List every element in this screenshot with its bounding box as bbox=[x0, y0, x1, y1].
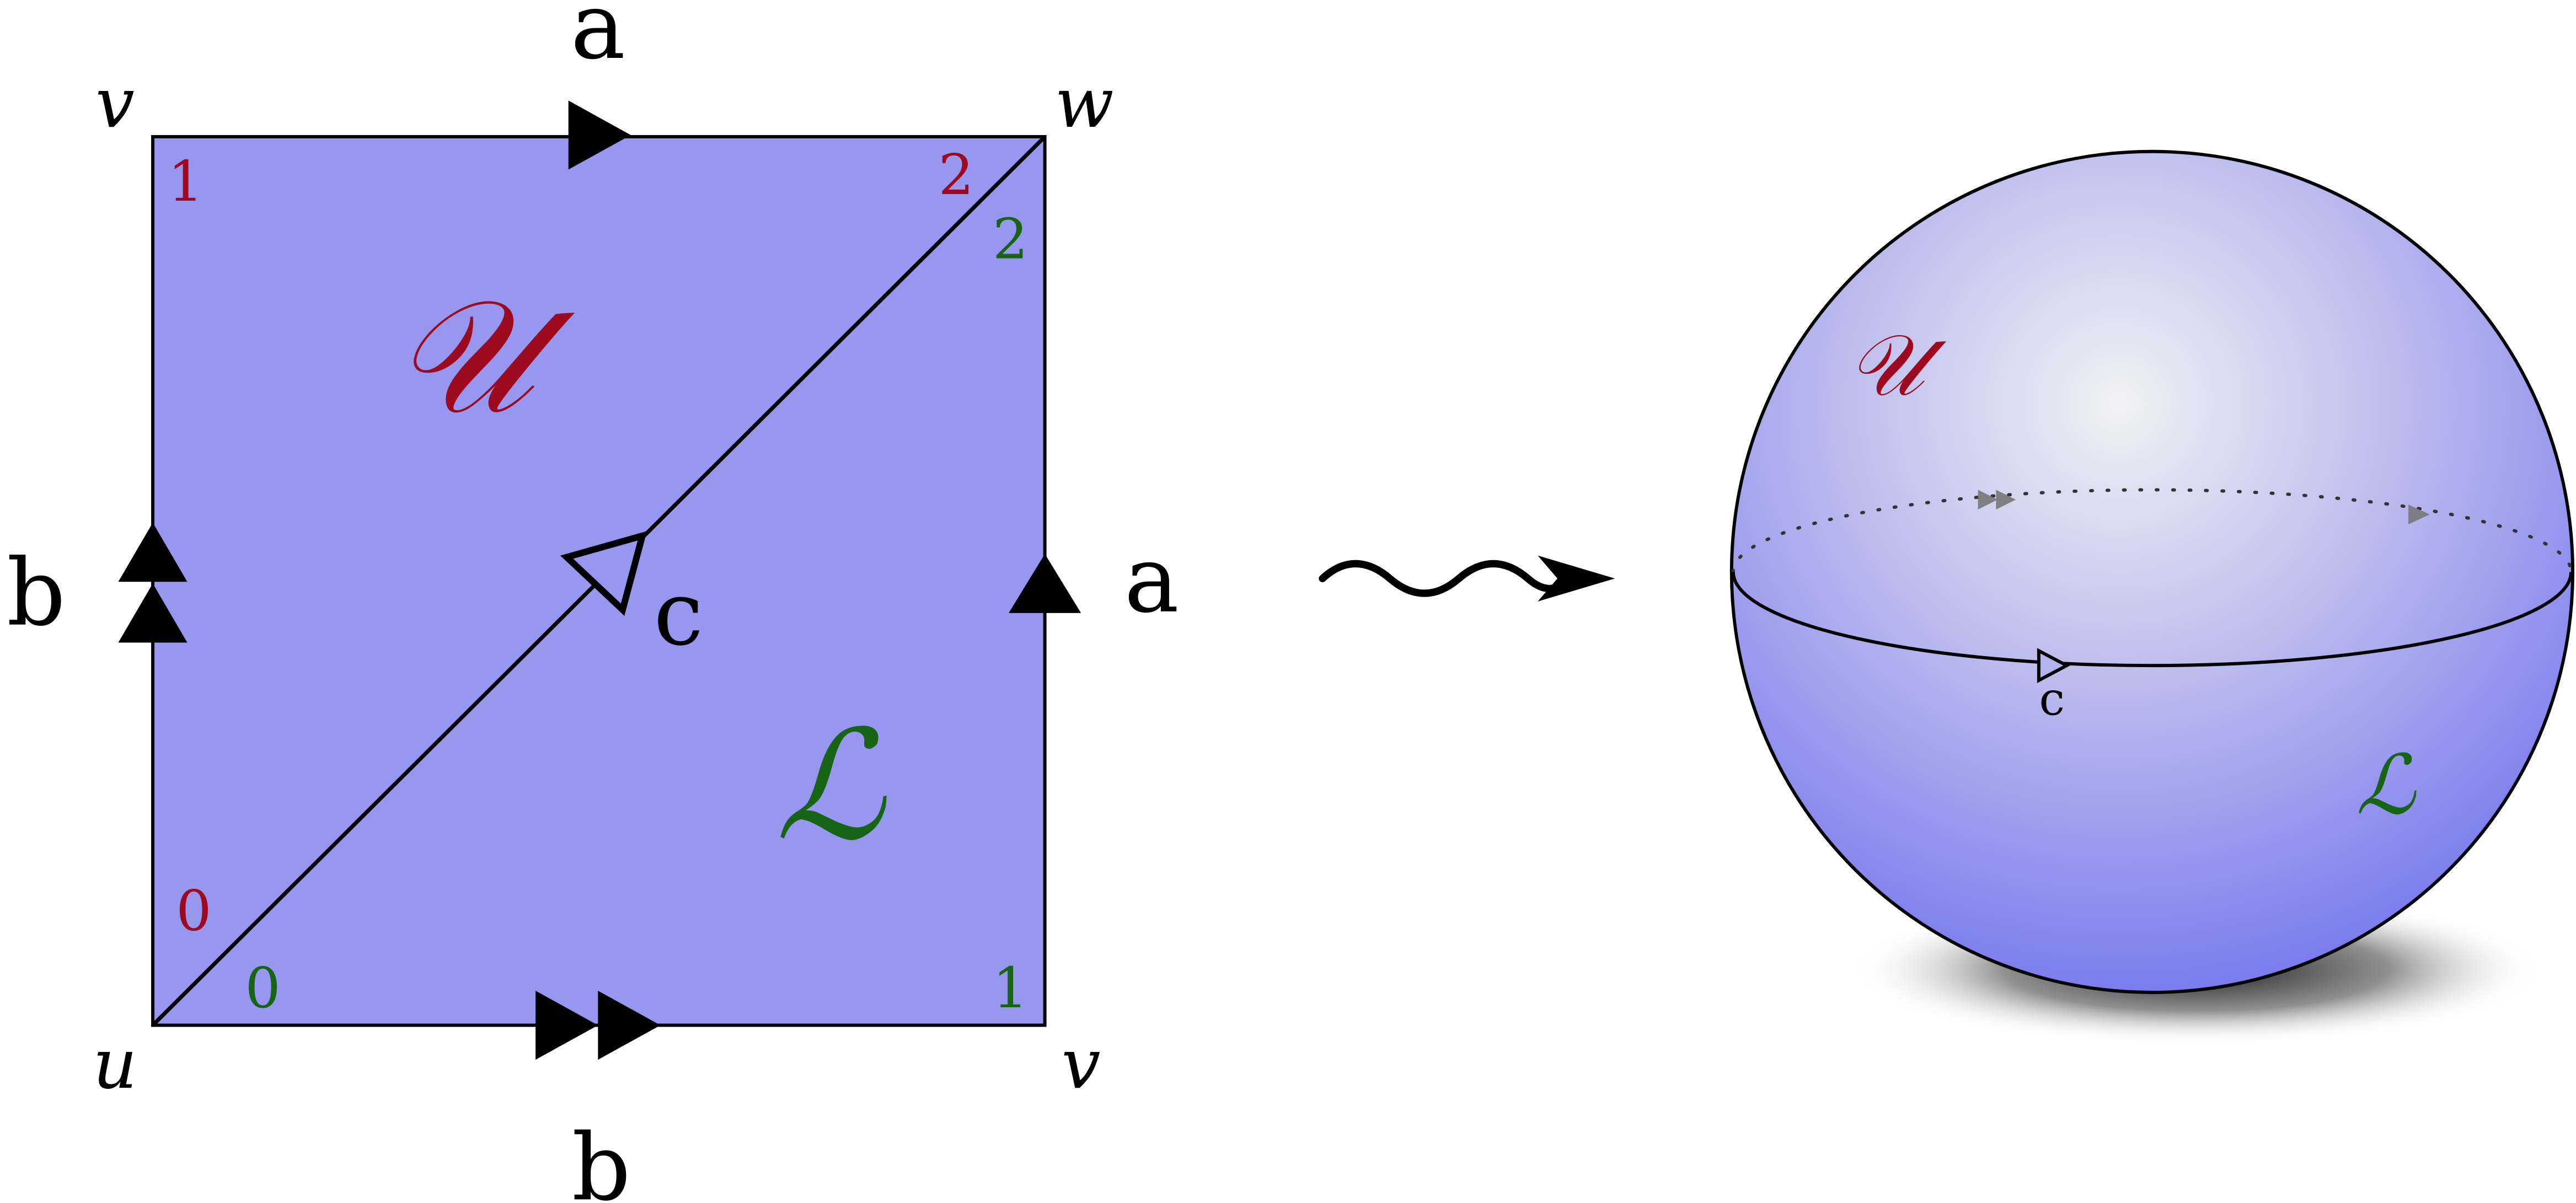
sphere-label-lower: ℒ bbox=[2356, 738, 2417, 833]
corner-index-upper-top-left: 1 bbox=[168, 149, 203, 214]
left-edge-arrow-icon-1 bbox=[118, 523, 188, 582]
back-arrow-icon-3 bbox=[2408, 504, 2430, 524]
edge-label-right: a bbox=[1124, 527, 1179, 633]
vertex-label-bottom-left: u bbox=[93, 1024, 137, 1104]
equator-front bbox=[1731, 572, 2573, 668]
corner-index-lower-bottom-left: 0 bbox=[245, 955, 280, 1021]
right-edge-arrow-icon bbox=[1009, 554, 1081, 613]
vertex-label-top-right: w bbox=[1055, 63, 1114, 143]
bottom-edge-arrow-icon-1 bbox=[535, 991, 598, 1060]
sphere-equator-label: c bbox=[2039, 673, 2065, 726]
sphere-panel: c 𝒰 ℒ bbox=[1729, 149, 2575, 1045]
squiggle-arrow-icon bbox=[1319, 555, 1615, 602]
back-arrow-icon-1 bbox=[1978, 490, 1998, 510]
equator-arrow-icon bbox=[2037, 648, 2070, 683]
sphere-body bbox=[1729, 149, 2575, 994]
diagonal-edge-arrow-icon bbox=[560, 531, 647, 616]
back-arrow-icon-2 bbox=[1996, 490, 2016, 510]
corner-index-upper-bottom-left: 0 bbox=[176, 878, 211, 943]
left-edge-arrow-icon-2 bbox=[118, 583, 188, 643]
top-edge-arrow-icon bbox=[568, 100, 631, 170]
corner-index-lower-bottom-right: 1 bbox=[993, 955, 1028, 1021]
corner-index-lower-top-right: 2 bbox=[993, 206, 1028, 271]
bottom-edge-arrow-icon-2 bbox=[598, 991, 661, 1060]
edge-label-bottom: b bbox=[572, 1114, 631, 1203]
region-label-lower: ℒ bbox=[775, 698, 889, 874]
edge-label-diagonal: c bbox=[654, 562, 703, 665]
edge-label-left: b bbox=[7, 540, 66, 647]
square-panel: v w u v a b b a c 𝒰 ℒ 1 2 0 2 0 1 bbox=[7, 0, 1179, 1203]
equator-back bbox=[1731, 488, 2573, 574]
vertex-label-top-left: v bbox=[95, 63, 135, 143]
corner-index-upper-top-right: 2 bbox=[939, 142, 974, 207]
vertex-label-bottom-right: v bbox=[1062, 1024, 1101, 1104]
edge-label-top: a bbox=[571, 0, 625, 80]
